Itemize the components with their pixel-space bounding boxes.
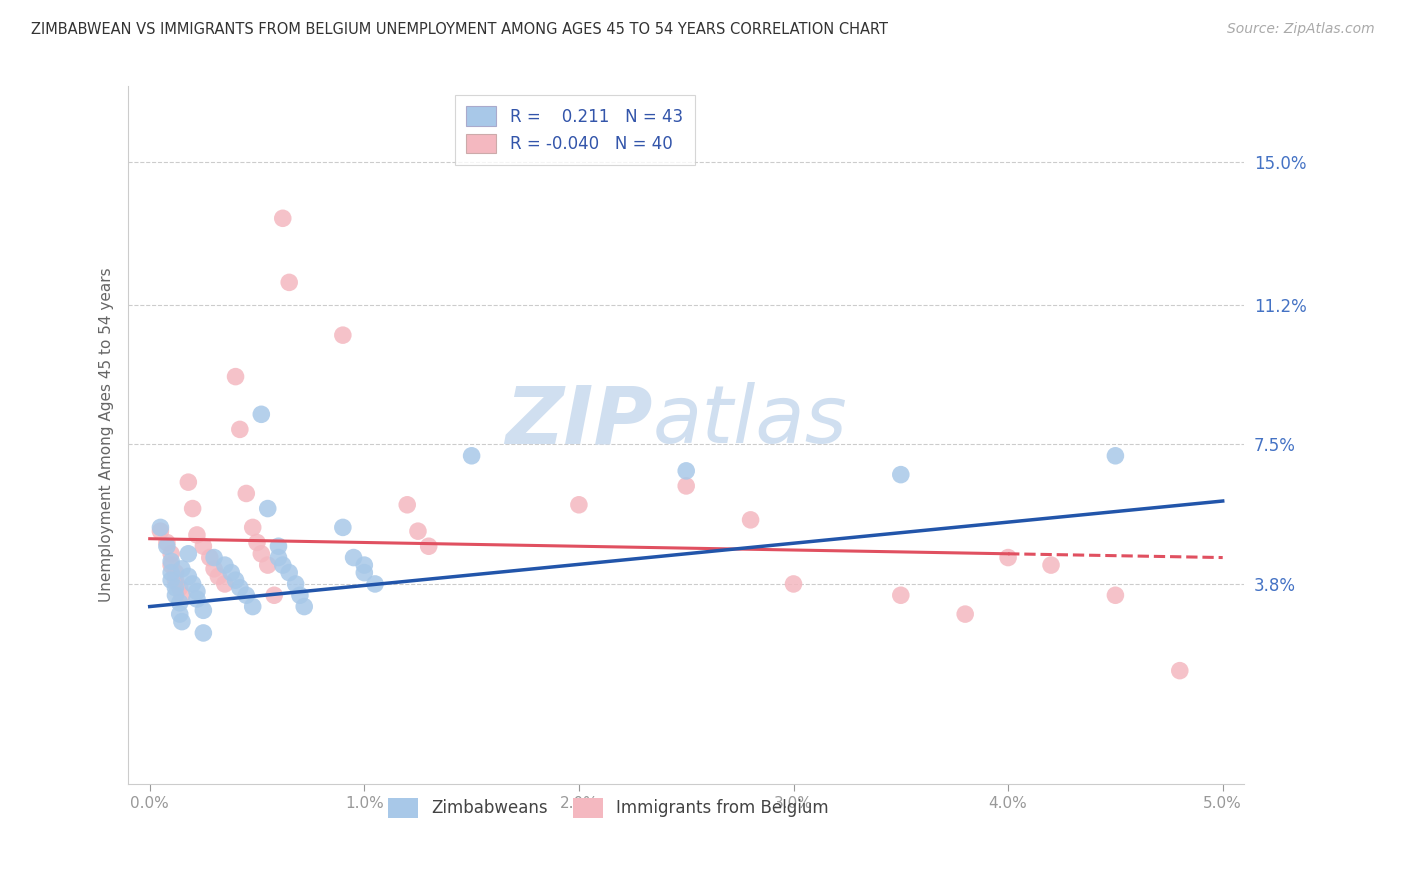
Point bbox=[156, 539, 179, 553]
Point bbox=[165, 566, 187, 580]
Point bbox=[250, 547, 273, 561]
Point bbox=[160, 566, 183, 580]
Point bbox=[267, 539, 290, 553]
Point bbox=[186, 584, 208, 599]
Point bbox=[890, 588, 912, 602]
Point bbox=[1040, 558, 1063, 573]
Point bbox=[1104, 449, 1126, 463]
Point bbox=[953, 607, 976, 621]
Point bbox=[169, 596, 191, 610]
Point bbox=[263, 588, 285, 602]
Point bbox=[160, 554, 183, 568]
Point bbox=[165, 581, 187, 595]
Point bbox=[186, 592, 208, 607]
Text: atlas: atlas bbox=[652, 382, 848, 460]
Point bbox=[225, 369, 247, 384]
Point bbox=[202, 550, 225, 565]
Point bbox=[160, 573, 183, 587]
Text: ZIP: ZIP bbox=[505, 382, 652, 460]
Point bbox=[156, 535, 179, 549]
Point bbox=[202, 562, 225, 576]
Point bbox=[364, 577, 387, 591]
Point bbox=[160, 558, 183, 573]
Point bbox=[181, 577, 204, 591]
Point bbox=[198, 550, 221, 565]
Point bbox=[271, 211, 294, 226]
Point bbox=[342, 550, 364, 565]
Point bbox=[278, 276, 301, 290]
Text: ZIMBABWEAN VS IMMIGRANTS FROM BELGIUM UNEMPLOYMENT AMONG AGES 45 TO 54 YEARS COR: ZIMBABWEAN VS IMMIGRANTS FROM BELGIUM UN… bbox=[31, 22, 889, 37]
Point bbox=[292, 599, 315, 614]
Point bbox=[235, 588, 257, 602]
Point bbox=[782, 577, 804, 591]
Point bbox=[675, 464, 697, 478]
Point bbox=[278, 566, 301, 580]
Point bbox=[229, 581, 252, 595]
Point bbox=[214, 577, 236, 591]
Point bbox=[177, 569, 200, 583]
Point bbox=[246, 535, 269, 549]
Point bbox=[568, 498, 591, 512]
Legend: Zimbabweans, Immigrants from Belgium: Zimbabweans, Immigrants from Belgium bbox=[381, 791, 835, 824]
Point bbox=[740, 513, 762, 527]
Point bbox=[675, 479, 697, 493]
Point bbox=[170, 588, 193, 602]
Point bbox=[170, 615, 193, 629]
Point bbox=[186, 528, 208, 542]
Point bbox=[256, 501, 278, 516]
Point bbox=[396, 498, 419, 512]
Point bbox=[219, 566, 242, 580]
Point bbox=[229, 422, 252, 436]
Point bbox=[288, 588, 311, 602]
Point bbox=[256, 558, 278, 573]
Point bbox=[149, 520, 172, 534]
Point bbox=[406, 524, 429, 538]
Point bbox=[169, 581, 191, 595]
Text: Source: ZipAtlas.com: Source: ZipAtlas.com bbox=[1227, 22, 1375, 37]
Point bbox=[225, 573, 247, 587]
Point bbox=[160, 547, 183, 561]
Point bbox=[1104, 588, 1126, 602]
Point bbox=[250, 407, 273, 421]
Point bbox=[242, 599, 264, 614]
Point bbox=[207, 569, 229, 583]
Point bbox=[181, 501, 204, 516]
Point bbox=[460, 449, 482, 463]
Point bbox=[165, 588, 187, 602]
Point bbox=[353, 566, 375, 580]
Point bbox=[149, 524, 172, 538]
Point bbox=[170, 562, 193, 576]
Point bbox=[890, 467, 912, 482]
Point bbox=[235, 486, 257, 500]
Point bbox=[284, 577, 307, 591]
Point bbox=[353, 558, 375, 573]
Point bbox=[271, 558, 294, 573]
Point bbox=[177, 475, 200, 490]
Point bbox=[997, 550, 1019, 565]
Point bbox=[165, 573, 187, 587]
Point bbox=[332, 520, 354, 534]
Point bbox=[193, 603, 215, 617]
Point bbox=[418, 539, 440, 553]
Point bbox=[214, 558, 236, 573]
Point bbox=[177, 547, 200, 561]
Point bbox=[169, 607, 191, 621]
Point bbox=[267, 550, 290, 565]
Point bbox=[242, 520, 264, 534]
Y-axis label: Unemployment Among Ages 45 to 54 years: Unemployment Among Ages 45 to 54 years bbox=[100, 268, 114, 602]
Point bbox=[193, 539, 215, 553]
Point bbox=[193, 626, 215, 640]
Point bbox=[332, 328, 354, 343]
Point bbox=[1168, 664, 1191, 678]
